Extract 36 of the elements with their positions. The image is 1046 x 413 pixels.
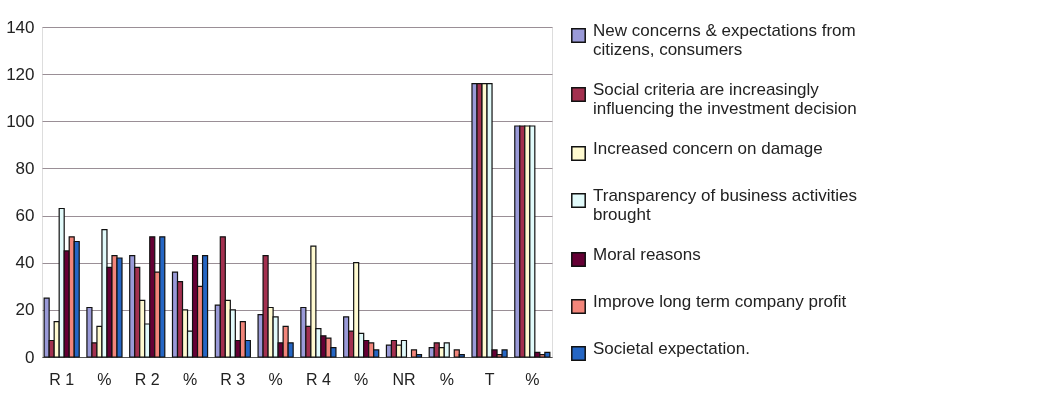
bar <box>86 306 93 358</box>
bar <box>201 255 209 358</box>
legend-label: Social criteria are increasingly influencing the investment decision <box>593 79 857 118</box>
x-tick-label: R 3 <box>220 370 246 388</box>
y-tick-label: 140 <box>6 17 35 37</box>
x-tick-label: % <box>268 370 283 388</box>
bar <box>433 342 440 358</box>
y-tick-label: 40 <box>15 253 35 273</box>
legend-label: Increased concern on damage <box>593 138 823 158</box>
legend-label: Transparency of business activities brought <box>593 185 857 224</box>
legend-label: Societal expectation. <box>593 338 750 358</box>
y-tick-label: 0 <box>25 347 35 367</box>
bar <box>73 240 80 358</box>
bar <box>410 349 418 358</box>
x-tick-label: % <box>525 370 540 388</box>
bar <box>43 297 50 358</box>
legend-label: New concerns & expectations from citizens, consumers <box>593 20 856 59</box>
y-tick-label: 20 <box>15 300 35 320</box>
x-tick-label: % <box>182 370 198 388</box>
x-tick-label: R 1 <box>49 370 75 388</box>
bar <box>443 342 450 358</box>
x-tick-label: R 2 <box>134 370 160 388</box>
legend-label: Improve long term company profit <box>593 291 847 311</box>
x-tick-label: % <box>354 370 369 388</box>
bar <box>400 339 408 358</box>
y-tick-label: 120 <box>6 64 35 84</box>
x-tick-label: T <box>484 370 495 388</box>
legend-label: Moral reasons <box>593 244 701 264</box>
y-tick-label: 100 <box>6 111 35 131</box>
y-tick-label: 60 <box>15 206 35 226</box>
x-tick-label: % <box>97 370 112 388</box>
bar <box>300 306 307 358</box>
x-tick-label: % <box>439 370 454 388</box>
y-tick-label: 80 <box>15 158 35 178</box>
x-tick-label: R 4 <box>305 370 331 388</box>
x-tick-label: NR <box>392 370 416 388</box>
